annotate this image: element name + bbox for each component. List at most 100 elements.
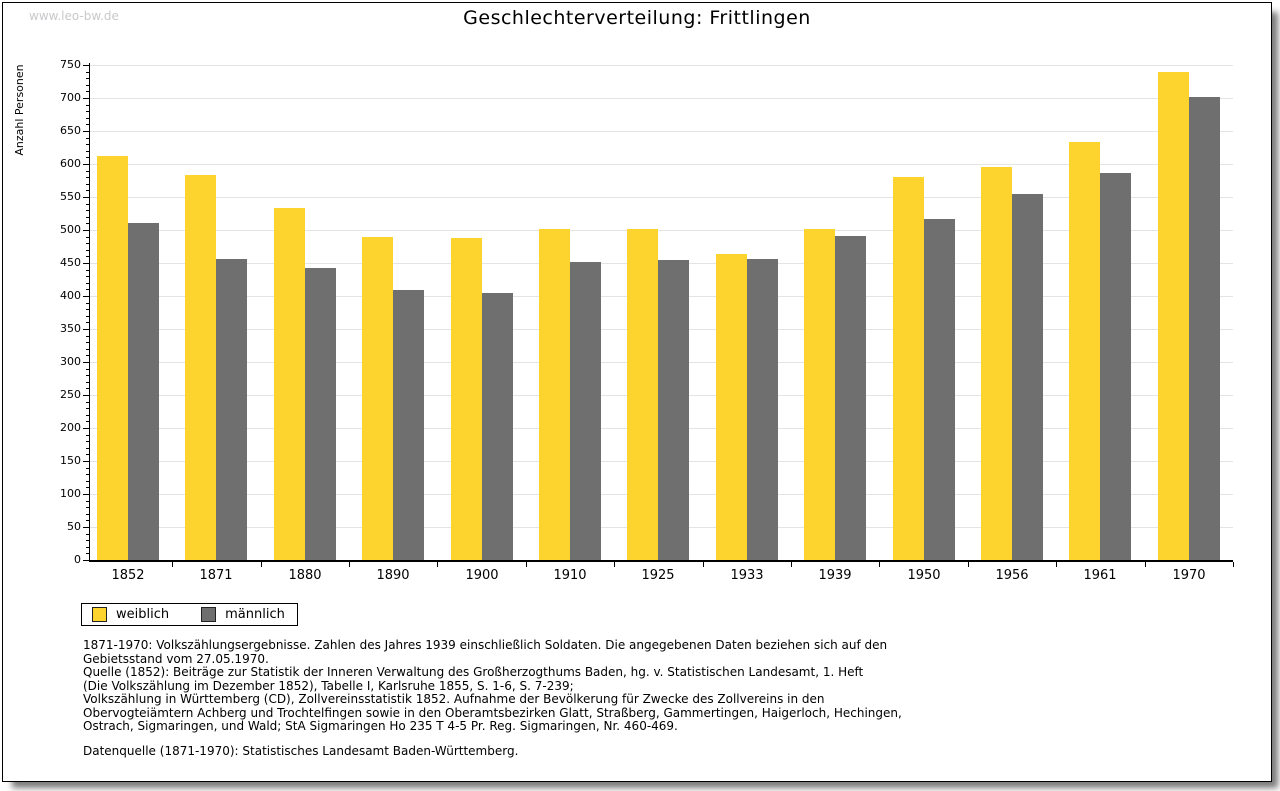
x-axis-label: 1900 [465, 568, 499, 583]
y-tick [86, 342, 89, 343]
y-tick [86, 184, 89, 185]
bar-weiblich-1970 [1158, 72, 1189, 560]
y-tick [86, 250, 89, 251]
y-tick [86, 454, 89, 455]
footer-text: 1871-1970: Volkszählungsergebnisse. Zahl… [83, 638, 902, 734]
y-tick [86, 276, 89, 277]
legend-item-männlich: männlich [201, 607, 285, 622]
datasource-line: Datenquelle (1871-1970): Statistisches L… [83, 744, 519, 758]
bar-weiblich-1961 [1069, 142, 1100, 560]
footer-line: 1871-1970: Volkszählungsergebnisse. Zahl… [83, 638, 888, 652]
bar-weiblich-1950 [893, 177, 924, 560]
y-tick-label: 700 [60, 91, 81, 104]
y-tick [83, 362, 89, 363]
footer-line: Obervogteiämtern Achberg und Trochtelfin… [83, 705, 902, 720]
y-tick [86, 204, 89, 205]
y-tick [86, 243, 89, 244]
bar-weiblich-1933 [716, 254, 747, 560]
legend: weiblich männlich [81, 603, 298, 626]
y-tick [86, 540, 89, 541]
bar-weiblich-1880 [274, 208, 305, 560]
gridline [90, 197, 1233, 198]
gridline [90, 98, 1233, 99]
bar-männlich-1950 [924, 219, 955, 560]
y-tick [83, 329, 89, 330]
legend-label: weiblich [116, 607, 170, 622]
x-tick [172, 562, 173, 567]
x-axis-label: 1956 [995, 568, 1029, 583]
bar-männlich-1933 [747, 259, 778, 560]
y-tick [86, 408, 89, 409]
y-tick [86, 468, 89, 469]
y-tick [86, 474, 89, 475]
y-tick [86, 336, 89, 337]
y-tick [83, 98, 89, 99]
y-tick [86, 85, 89, 86]
bar-männlich-1939 [835, 236, 866, 560]
x-axis-line [89, 560, 1233, 562]
gridline [90, 230, 1233, 231]
y-tick [86, 322, 89, 323]
y-tick [86, 514, 89, 515]
footer-line: (Die Volkszählung im Dezember 1852), Tab… [83, 678, 574, 693]
y-axis-line [89, 63, 90, 562]
y-tick [86, 151, 89, 152]
y-tick [83, 461, 89, 462]
x-axis-label: 1925 [641, 568, 675, 583]
x-tick [703, 562, 704, 567]
y-tick [86, 349, 89, 350]
chart-area: 1852 1871 1880 1890 1900 1910 1925 1933 1939 1950… [3, 3, 1271, 781]
y-tick [86, 388, 89, 389]
y-tick-label: 150 [60, 454, 81, 467]
y-tick-label: 0 [74, 553, 81, 566]
y-tick [83, 494, 89, 495]
watermark: www.leo-bw.de [29, 9, 119, 23]
y-tick-label: 250 [60, 388, 81, 401]
y-tick [86, 355, 89, 356]
y-tick-label: 50 [67, 520, 81, 533]
bar-männlich-1900 [482, 293, 513, 560]
y-tick [86, 210, 89, 211]
bar-weiblich-1852 [97, 156, 128, 560]
y-tick [86, 223, 89, 224]
y-tick [86, 481, 89, 482]
bar-weiblich-1925 [627, 229, 658, 560]
bar-weiblich-1939 [804, 229, 835, 560]
bar-männlich-1956 [1012, 194, 1043, 560]
bar-weiblich-1900 [451, 238, 482, 560]
y-tick [86, 448, 89, 449]
x-axis-label: 1950 [907, 568, 941, 583]
y-tick-label: 550 [60, 190, 81, 203]
y-tick [83, 164, 89, 165]
y-tick [86, 421, 89, 422]
footer-line: Gebietsstand vom 27.05.1970. [83, 651, 269, 666]
chart-title: Geschlechterverteilung: Frittlingen [463, 7, 811, 29]
y-tick [86, 157, 89, 158]
x-tick [791, 562, 792, 567]
y-tick [83, 527, 89, 528]
y-tick [86, 309, 89, 310]
y-tick [86, 91, 89, 92]
x-tick [437, 562, 438, 567]
x-tick [614, 562, 615, 567]
y-tick [83, 131, 89, 132]
footer-line: Volkszählung in Württemberg (CD), Zollve… [83, 692, 825, 706]
bar-männlich-1880 [305, 268, 336, 560]
bar-weiblich-1890 [362, 237, 393, 560]
y-tick [86, 283, 89, 284]
bar-männlich-1890 [393, 290, 424, 560]
y-tick [86, 289, 89, 290]
y-tick [83, 65, 89, 66]
y-tick-label: 600 [60, 157, 81, 170]
gridline [90, 164, 1233, 165]
bar-männlich-1910 [570, 262, 601, 560]
y-tick-label: 450 [60, 256, 81, 269]
y-tick [86, 124, 89, 125]
y-tick [86, 118, 89, 119]
y-tick-label: 400 [60, 289, 81, 302]
x-axis-label: 1871 [199, 568, 233, 583]
x-tick [1233, 562, 1234, 567]
y-tick [86, 520, 89, 521]
y-tick [83, 263, 89, 264]
y-tick [86, 78, 89, 79]
